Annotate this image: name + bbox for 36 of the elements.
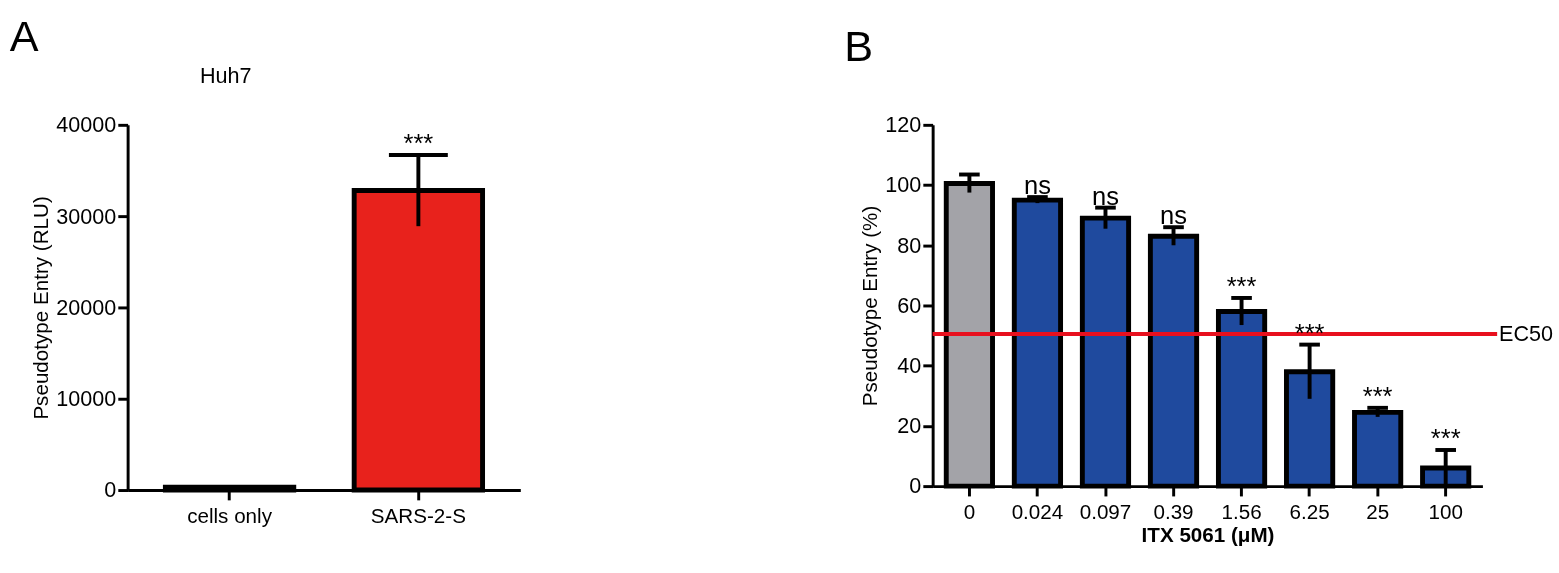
y-tick-label: 30000: [56, 203, 117, 229]
annotation: ns: [1023, 171, 1051, 200]
x-tick-label: 0.097: [1079, 500, 1132, 524]
annotation: ***: [1226, 272, 1257, 301]
y-tick-label: 120: [885, 112, 922, 138]
x-tick-label: SARS-2-S: [370, 503, 466, 527]
y-tick-label: 20: [897, 413, 922, 439]
text: B: [844, 22, 874, 71]
x-tick-label: 100: [1428, 500, 1463, 524]
x-axis-title: ITX 5061 (μM): [1141, 522, 1275, 546]
annotation: ns: [1092, 181, 1119, 210]
x-tick-label: 25: [1366, 500, 1390, 524]
annotation: ***: [1430, 424, 1461, 453]
ref-line-label: EC50: [1499, 320, 1554, 346]
y-tick-label: 60: [897, 292, 922, 318]
y-tick-label: 40: [897, 353, 922, 379]
annotation: ns: [1160, 201, 1187, 230]
x-tick-label: 0.39: [1153, 500, 1194, 524]
y-tick-label: 0: [104, 477, 117, 503]
y-tick-label: 0: [909, 473, 922, 499]
x-tick-label: 1.56: [1221, 500, 1262, 524]
x-tick-label: 6.25: [1289, 500, 1330, 524]
y-tick-label: 40000: [56, 112, 117, 138]
y-tick-label: 10000: [56, 386, 117, 412]
annotation: ***: [403, 129, 434, 158]
y-tick-label: 80: [897, 232, 922, 258]
text: A: [9, 12, 39, 61]
y-tick-label: 20000: [56, 294, 117, 320]
x-tick-label: 0.024: [1011, 500, 1064, 524]
y-tick-label: 100: [885, 172, 922, 198]
chart-title: Huh7: [200, 62, 252, 88]
y-axis-title: Pseudotype Entry (%): [858, 205, 882, 407]
x-tick-label: 0: [963, 500, 976, 524]
y-axis-title: Pseudotype Entry (RLU): [29, 196, 53, 420]
annotation: ***: [1362, 381, 1393, 410]
x-tick-label: cells only: [187, 503, 273, 527]
